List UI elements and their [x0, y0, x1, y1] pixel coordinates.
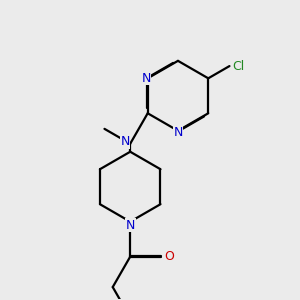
Text: Cl: Cl	[232, 60, 244, 73]
Text: N: N	[141, 72, 151, 85]
Text: N: N	[173, 126, 183, 139]
Text: O: O	[164, 250, 174, 263]
Text: N: N	[125, 219, 135, 232]
Text: N: N	[120, 136, 130, 148]
